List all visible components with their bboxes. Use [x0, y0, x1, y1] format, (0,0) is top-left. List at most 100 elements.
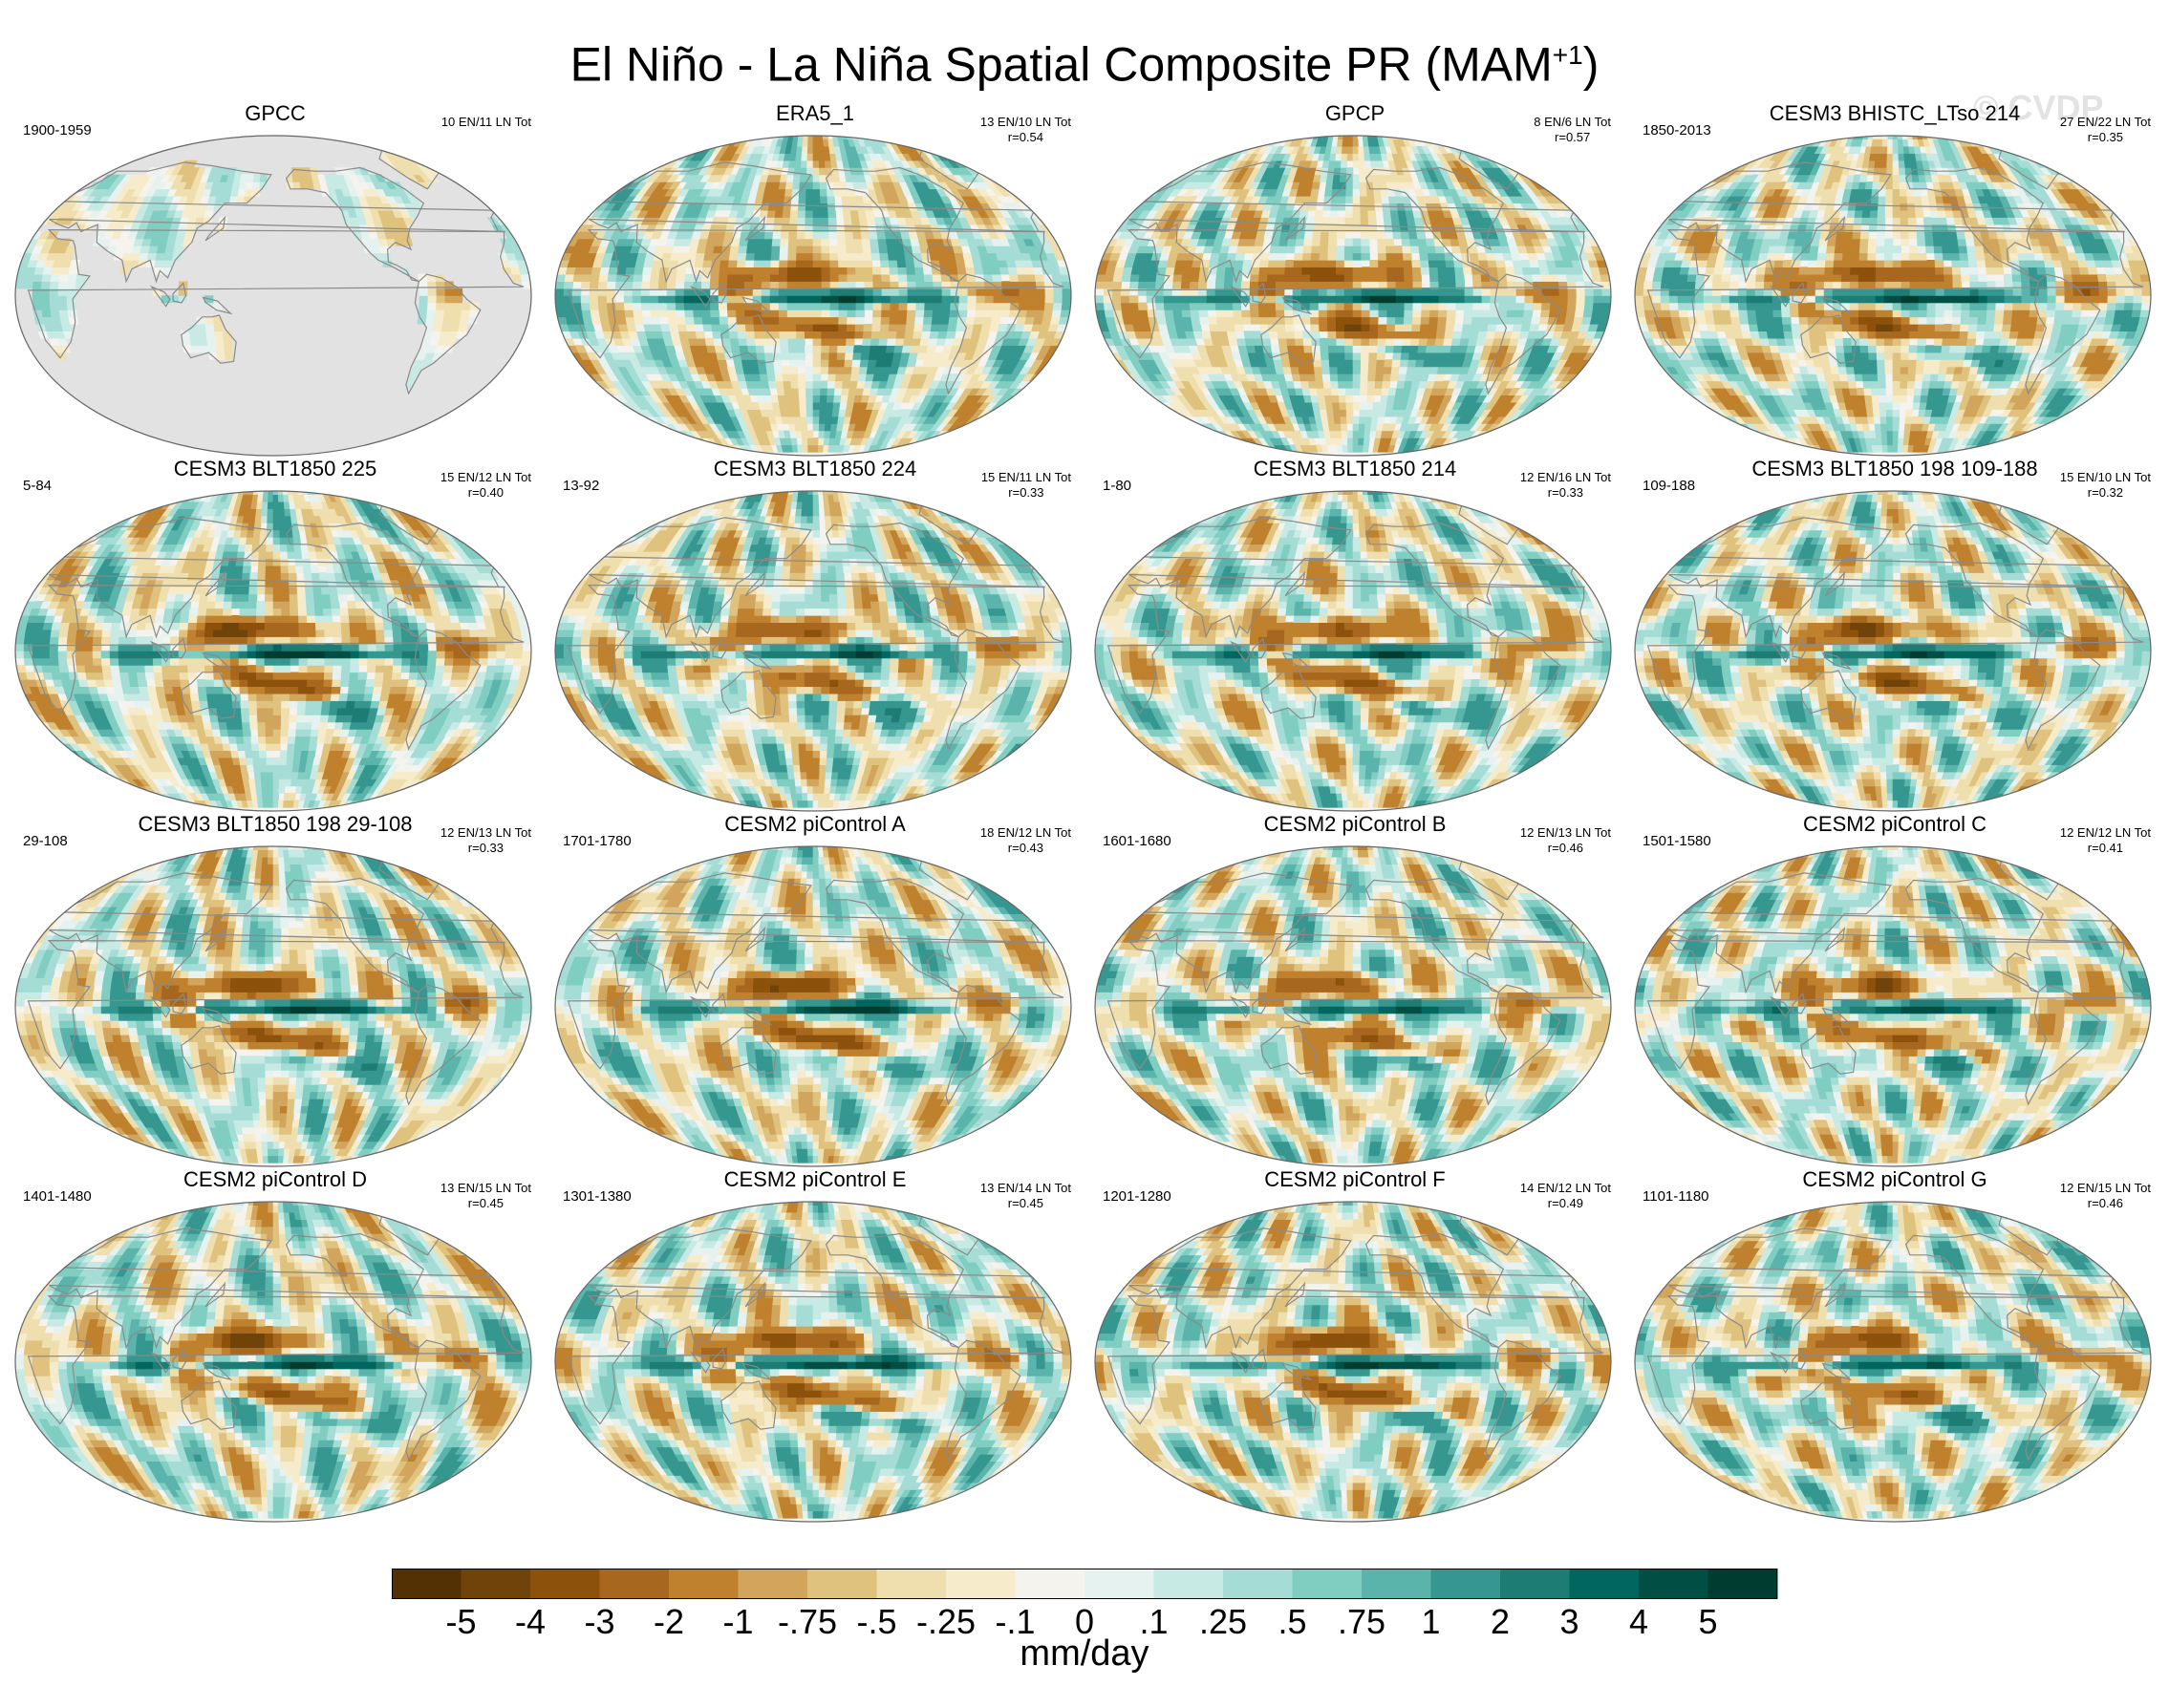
colorbar-box-0 [392, 1569, 462, 1599]
panel-period: 1501-1580 [1643, 833, 1711, 849]
panel-title: CESM2 piControl B [1087, 812, 1622, 837]
colorbar-box-6 [807, 1569, 877, 1599]
panel-event-counts: 8 EN/6 LN Tot r=0.57 [1534, 115, 1611, 145]
colorbar-box-13 [1292, 1569, 1363, 1599]
map-svg [1634, 1201, 2152, 1523]
cvdp-watermark: © CVDP [1973, 88, 2104, 128]
map-svg [14, 490, 532, 812]
panel-correlation: r=0.46 [2060, 1196, 2151, 1211]
panel-correlation: r=0.41 [2060, 841, 2151, 856]
colorbar-tick-label: -.5 [856, 1602, 896, 1635]
map-panel: CESM2 piControl C 1501-1580 12 EN/12 LN To… [1627, 812, 2162, 1167]
colorbar-box-12 [1223, 1569, 1293, 1599]
panel-correlation: r=0.45 [980, 1196, 1071, 1211]
map-panel: CESM3 BLT1850 224 13-92 15 EN/11 LN Tot r=0… [548, 457, 1083, 812]
map-svg [1634, 490, 2152, 812]
panel-event-counts: 15 EN/12 LN Tot r=0.40 [440, 470, 531, 501]
map-svg [554, 135, 1072, 457]
panel-correlation: r=0.45 [440, 1196, 531, 1211]
panel-counts-text: 12 EN/12 LN Tot [2060, 825, 2151, 841]
map-svg [14, 135, 532, 457]
panel-event-counts: 13 EN/14 LN Tot r=0.45 [980, 1181, 1071, 1211]
panel-correlation: r=0.33 [981, 485, 1071, 501]
colorbar-box-8 [946, 1569, 1016, 1599]
panel-period: 1301-1380 [563, 1188, 632, 1205]
map-svg [554, 490, 1072, 812]
panel-title: CESM3 BLT1850 214 [1087, 457, 1622, 481]
panel-correlation: r=0.57 [1534, 130, 1611, 145]
panel-counts-text: 15 EN/12 LN Tot [440, 470, 531, 485]
figure-title: El Niño - La Niña Spatial Composite PR (… [0, 27, 2169, 94]
colorbar-box-3 [599, 1569, 670, 1599]
colorbar-box-2 [530, 1569, 600, 1599]
map-panel: CESM3 BLT1850 198 109-188 109-188 15 EN/10… [1627, 457, 2162, 812]
map-panel: CESM3 BLT1850 225 5-84 15 EN/12 LN Tot r=0.… [8, 457, 543, 812]
panel-counts-text: 15 EN/11 LN Tot [981, 470, 1071, 485]
map-panel: CESM2 piControl G 1101-1180 12 EN/15 LN To… [1627, 1167, 2162, 1523]
panel-period: 13-92 [563, 478, 599, 494]
panel-counts-text: 14 EN/12 LN Tot [1520, 1181, 1611, 1196]
panel-title: GPCP [1087, 101, 1622, 126]
map-svg [1094, 490, 1612, 812]
colorbar-tick-label: 2 [1491, 1602, 1510, 1635]
colorbar-box-14 [1362, 1569, 1431, 1599]
colorbar-box-10 [1084, 1569, 1154, 1599]
panel-period: 1201-1280 [1103, 1188, 1171, 1205]
panel-event-counts: 12 EN/13 LN Tot r=0.33 [440, 825, 531, 856]
panel-period: 29-108 [23, 833, 68, 849]
panel-counts-text: 12 EN/16 LN Tot [1520, 470, 1611, 485]
panel-title: CESM2 piControl G [1627, 1167, 2162, 1192]
colorbar-box-4 [669, 1569, 739, 1599]
map-svg [1094, 1201, 1612, 1523]
colorbar-tick-label: -5 [445, 1602, 476, 1635]
panel-counts-text: 12 EN/15 LN Tot [2060, 1181, 2151, 1196]
map-panel: CESM2 piControl E 1301-1380 13 EN/14 LN To… [548, 1167, 1083, 1523]
colorbar-tick-label: -.75 [778, 1602, 837, 1635]
panel-correlation: r=0.43 [980, 841, 1071, 856]
panel-event-counts: 13 EN/15 LN Tot r=0.45 [440, 1181, 531, 1211]
map-panel: CESM2 piControl A 1701-1780 18 EN/12 LN To… [548, 812, 1083, 1167]
panel-title: CESM2 piControl F [1087, 1167, 1622, 1192]
colorbar-tick-label: -.25 [916, 1602, 976, 1635]
panel-counts-text: 10 EN/11 LN Tot [441, 115, 531, 130]
map-panel: CESM3 BLT1850 214 1-80 12 EN/16 LN Tot r=0.… [1087, 457, 1622, 812]
panel-counts-text: 12 EN/13 LN Tot [1520, 825, 1611, 841]
map-panel: ERA5_1 13 EN/10 LN Tot r=0.54 [548, 101, 1083, 457]
panel-event-counts: 13 EN/10 LN Tot r=0.54 [980, 115, 1071, 145]
map-panel: CESM2 piControl F 1201-1280 14 EN/12 LN To… [1087, 1167, 1622, 1523]
panel-period: 1850-2013 [1643, 122, 1711, 139]
panel-title: CESM2 piControl C [1627, 812, 2162, 837]
colorbar-box-18 [1639, 1569, 1708, 1599]
panel-counts-text: 8 EN/6 LN Tot [1534, 115, 1611, 130]
panel-correlation: r=0.32 [2060, 485, 2151, 501]
panel-event-counts: 12 EN/12 LN Tot r=0.41 [2060, 825, 2151, 856]
panel-period: 1401-1480 [23, 1188, 92, 1205]
map-panel: CESM3 BLT1850 198 29-108 29-108 12 EN/13 L… [8, 812, 543, 1167]
figure-title-text: El Niño - La Niña Spatial Composite PR (… [570, 38, 1553, 92]
colorbar-tick-label: .25 [1199, 1602, 1247, 1635]
colorbar-box-1 [461, 1569, 531, 1599]
panel-title: CESM3 BHISTC_LTso 214 [1627, 101, 2162, 126]
panel-correlation: r=0.40 [440, 485, 531, 501]
colorbar-tick-label: 3 [1559, 1602, 1578, 1635]
colorbar: -5 -4 -3 -2 -1 -.75 -.5 -.25 -.1 0 .1 .25 .5 .75 1 2 3 4 5 [392, 1569, 1778, 1635]
panel-event-counts: 12 EN/16 LN Tot r=0.33 [1520, 470, 1611, 501]
panel-counts-text: 13 EN/15 LN Tot [440, 1181, 531, 1196]
panel-counts-text: 18 EN/12 LN Tot [980, 825, 1071, 841]
colorbar-box-15 [1430, 1569, 1501, 1599]
panel-period: 1900-1959 [23, 122, 92, 139]
colorbar-box-17 [1569, 1569, 1640, 1599]
map-svg [554, 845, 1072, 1167]
panel-title: GPCC [8, 101, 543, 126]
panel-counts-text: 13 EN/14 LN Tot [980, 1181, 1071, 1196]
colorbar-tick-label: -1 [722, 1602, 753, 1635]
map-svg [1634, 845, 2152, 1167]
colorbar-tick-label: -3 [584, 1602, 614, 1635]
colorbar-unit-label: mm/day [0, 1633, 2169, 1675]
panel-counts-text: 12 EN/13 LN Tot [440, 825, 531, 841]
panel-title: CESM3 BLT1850 225 [8, 457, 543, 481]
panel-period: 5-84 [23, 478, 52, 494]
colorbar-box-19 [1707, 1569, 1778, 1599]
panel-event-counts: 15 EN/11 LN Tot r=0.33 [981, 470, 1071, 501]
map-panel: CESM2 piControl D 1401-1480 13 EN/15 LN To… [8, 1167, 543, 1523]
